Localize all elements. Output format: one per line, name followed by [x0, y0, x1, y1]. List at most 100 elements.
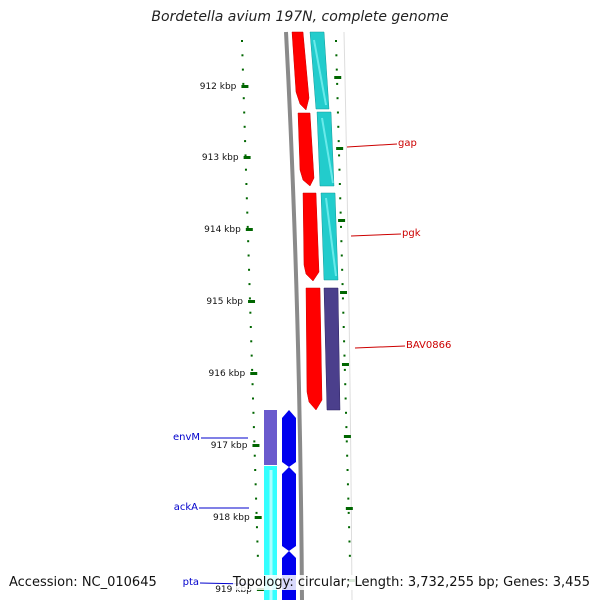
- genome-backbone: [284, 31, 304, 600]
- minor-tick-right: [343, 354, 346, 357]
- minor-tick-right: [342, 311, 345, 314]
- minor-tick-left: [248, 268, 251, 271]
- minor-tick-right: [341, 268, 344, 271]
- minor-tick-right: [340, 225, 343, 228]
- minor-tick-right: [342, 326, 345, 328]
- gene-label-leader: [350, 233, 402, 237]
- major-tick-right: [334, 76, 342, 79]
- major-tick-right: [340, 291, 348, 294]
- major-tick-right: [338, 219, 346, 222]
- map-title: Bordetella avium 197N, complete genome: [151, 9, 449, 25]
- minor-tick-left: [250, 340, 253, 343]
- accession-text: Accession: NC_010645: [9, 575, 157, 590]
- tick-label: 919 kbp: [215, 585, 252, 595]
- major-tick-right: [336, 147, 344, 150]
- gene-label-leader: [346, 143, 398, 148]
- minor-tick-right: [339, 211, 342, 214]
- minor-tick-right: [343, 368, 346, 371]
- minor-tick-left: [256, 540, 259, 543]
- minor-tick-right: [337, 125, 340, 128]
- feature-track-forward: [291, 31, 341, 411]
- minor-tick-right: [348, 526, 351, 529]
- minor-tick-right: [347, 511, 350, 514]
- minor-tick-left: [255, 497, 258, 500]
- minor-tick-right: [346, 483, 349, 486]
- major-tick-right: [341, 363, 349, 366]
- minor-tick-left: [241, 68, 244, 71]
- gene-feature-blue-2: [282, 467, 296, 551]
- minor-tick-left: [244, 154, 247, 157]
- minor-tick-left: [255, 526, 258, 529]
- major-tick: [245, 228, 253, 231]
- minor-tick-right: [336, 82, 339, 85]
- minor-tick-right: [345, 440, 348, 443]
- tick-label: 916 kbp: [209, 369, 246, 379]
- minor-tick-right: [348, 554, 351, 557]
- genome-stats-text: Topology: circular; Length: 3,732,255 bp…: [232, 575, 590, 590]
- gene-labels: gap pgk BAV0866 envM ackA pta: [173, 138, 451, 588]
- minor-tick-left: [244, 140, 247, 143]
- major-tick: [248, 300, 256, 303]
- minor-tick-right: [338, 168, 341, 171]
- tick-label: 917 kbp: [211, 441, 248, 451]
- gene-feature-violet: [264, 410, 277, 465]
- minor-tick-left: [249, 326, 252, 328]
- major-tick: [243, 156, 251, 159]
- gene-feature-red-1: [291, 31, 310, 111]
- gene-label-bav0866: BAV0866: [406, 340, 451, 351]
- minor-tick-left: [254, 469, 257, 471]
- minor-tick-left: [247, 254, 250, 257]
- major-tick: [241, 85, 249, 88]
- major-tick: [250, 372, 258, 375]
- minor-tick-left: [246, 225, 249, 228]
- minor-tick-left: [252, 411, 255, 414]
- minor-tick-right: [338, 183, 341, 185]
- minor-tick-right: [341, 297, 344, 300]
- tick-label: 915 kbp: [206, 297, 243, 307]
- minor-tick-right: [346, 454, 349, 457]
- gene-feature-red-gap: [302, 192, 320, 282]
- minor-tick-left: [252, 397, 254, 400]
- minor-tick-right: [337, 140, 340, 143]
- minor-tick-left: [255, 511, 258, 514]
- minor-tick-left: [251, 368, 254, 371]
- minor-tick-left: [243, 111, 246, 114]
- tick-label: 913 kbp: [202, 153, 239, 163]
- minor-tick-right: [340, 254, 343, 257]
- minor-tick-left: [247, 240, 250, 243]
- minor-tick-right: [336, 111, 339, 114]
- scale-ticks: 912 kbp 913 kbp 914 kbp 915 kbp 916 kbp 917 k…: [200, 40, 355, 595]
- minor-tick-right: [338, 154, 341, 157]
- gene-feature-red-pgk: [305, 287, 323, 411]
- minor-tick-left: [242, 97, 245, 100]
- minor-tick-right: [345, 426, 348, 429]
- major-tick: [254, 516, 262, 519]
- gene-label-gap: gap: [398, 138, 417, 149]
- gene-label-pta: pta: [183, 577, 199, 588]
- feature-track-reverse: [264, 410, 296, 600]
- minor-tick-right: [343, 340, 346, 343]
- gene-label-acka: ackA: [174, 502, 198, 513]
- gene-feature-purple: [323, 287, 341, 411]
- minor-tick-right: [335, 68, 338, 71]
- tick-label: 912 kbp: [200, 82, 237, 92]
- gene-feature-red-2: [297, 112, 315, 187]
- minor-tick-left: [252, 426, 255, 429]
- minor-tick-right: [340, 240, 343, 243]
- major-tick-right: [345, 507, 353, 510]
- minor-tick-left: [253, 454, 256, 457]
- minor-tick-right: [335, 54, 338, 57]
- minor-tick-left: [246, 211, 249, 214]
- minor-tick-right: [344, 383, 347, 386]
- minor-tick-right: [346, 469, 349, 471]
- gene-feature-blue-1: [282, 410, 296, 467]
- tick-label: 918 kbp: [213, 513, 250, 523]
- minor-tick-right: [344, 397, 347, 400]
- gene-label-envm: envM: [173, 432, 200, 443]
- minor-tick-left: [245, 197, 248, 200]
- minor-tick-right: [341, 283, 344, 286]
- major-tick-right: [343, 435, 351, 438]
- gene-label-leader: [354, 345, 406, 349]
- gene-label-pgk: pgk: [402, 228, 421, 239]
